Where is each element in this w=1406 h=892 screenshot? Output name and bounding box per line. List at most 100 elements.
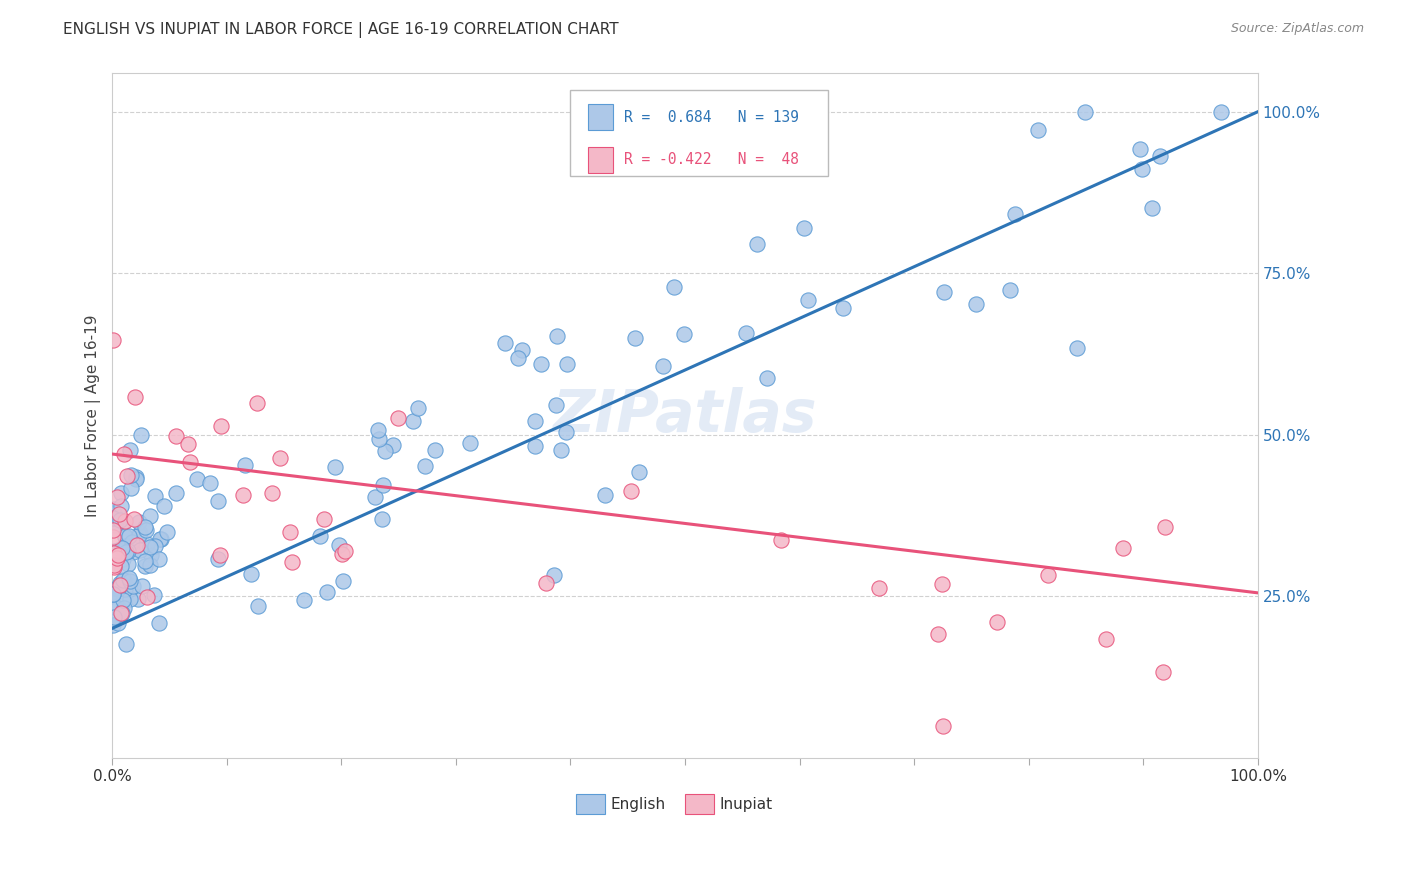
- Point: [314, 512, 336, 526]
- Point: [1154, 520, 1177, 534]
- Point: [107, 601, 129, 615]
- Point: [593, 488, 616, 502]
- Point: [138, 558, 160, 573]
- Point: [624, 331, 647, 345]
- Point: [101, 511, 124, 525]
- Point: [118, 571, 141, 585]
- Text: R =  0.684   N = 139: R = 0.684 N = 139: [624, 110, 799, 125]
- Point: [673, 326, 696, 341]
- Point: [105, 490, 128, 504]
- Point: [333, 544, 356, 558]
- Point: [1130, 162, 1153, 177]
- Point: [118, 443, 141, 458]
- Point: [927, 627, 949, 641]
- Point: [402, 414, 425, 428]
- Point: [103, 530, 125, 544]
- Text: ENGLISH VS INUPIAT IN LABOR FORCE | AGE 16-19 CORRELATION CHART: ENGLISH VS INUPIAT IN LABOR FORCE | AGE …: [63, 22, 619, 38]
- Point: [769, 533, 792, 547]
- Point: [134, 520, 156, 534]
- Point: [103, 544, 125, 558]
- Point: [368, 432, 391, 446]
- FancyBboxPatch shape: [576, 794, 605, 814]
- Point: [128, 542, 150, 557]
- Point: [931, 576, 953, 591]
- Point: [793, 220, 815, 235]
- Y-axis label: In Labor Force | Age 16-19: In Labor Force | Age 16-19: [86, 314, 101, 516]
- Point: [207, 552, 229, 566]
- Point: [117, 544, 139, 558]
- FancyBboxPatch shape: [685, 794, 714, 814]
- Point: [179, 455, 201, 469]
- Point: [103, 558, 125, 572]
- Point: [662, 280, 685, 294]
- Text: R = -0.422   N =  48: R = -0.422 N = 48: [624, 153, 799, 168]
- Point: [494, 336, 516, 351]
- Point: [103, 506, 125, 520]
- Point: [374, 444, 396, 458]
- Point: [371, 478, 394, 492]
- Point: [104, 518, 127, 533]
- Text: ZIPatlas: ZIPatlas: [553, 387, 817, 443]
- Point: [965, 297, 987, 311]
- Point: [124, 390, 146, 404]
- Point: [112, 515, 135, 529]
- Point: [103, 559, 125, 574]
- Point: [546, 328, 568, 343]
- Point: [121, 534, 143, 549]
- Point: [107, 548, 129, 562]
- Point: [756, 371, 779, 385]
- Point: [555, 358, 578, 372]
- Point: [932, 285, 955, 299]
- Point: [101, 502, 124, 516]
- Point: [152, 500, 174, 514]
- Point: [330, 547, 353, 561]
- Point: [139, 540, 162, 554]
- Point: [110, 607, 132, 621]
- Point: [120, 582, 142, 596]
- Point: [115, 469, 138, 483]
- Point: [364, 490, 387, 504]
- Point: [1211, 104, 1233, 119]
- Point: [122, 511, 145, 525]
- Point: [129, 427, 152, 442]
- Point: [406, 401, 429, 416]
- Point: [423, 443, 446, 458]
- Text: English: English: [610, 797, 665, 812]
- Point: [1066, 341, 1088, 355]
- Point: [1129, 142, 1152, 156]
- Point: [281, 555, 304, 569]
- Point: [260, 486, 283, 500]
- FancyBboxPatch shape: [571, 90, 828, 176]
- Point: [797, 293, 820, 308]
- Point: [111, 607, 134, 621]
- Point: [101, 334, 124, 348]
- Point: [143, 489, 166, 503]
- Point: [536, 576, 558, 591]
- Point: [524, 414, 547, 428]
- Point: [101, 587, 124, 601]
- Point: [107, 580, 129, 594]
- Point: [110, 559, 132, 574]
- Point: [177, 436, 200, 450]
- Text: Inupiat: Inupiat: [720, 797, 772, 812]
- Point: [115, 637, 138, 651]
- Point: [107, 582, 129, 597]
- Point: [150, 532, 173, 546]
- Point: [367, 423, 389, 437]
- Point: [139, 548, 162, 562]
- Point: [107, 542, 129, 557]
- Point: [112, 601, 135, 615]
- Point: [110, 499, 132, 513]
- Point: [1073, 104, 1095, 119]
- Point: [127, 538, 149, 552]
- Point: [309, 529, 332, 543]
- Point: [998, 283, 1021, 297]
- Point: [832, 301, 855, 315]
- Point: [544, 398, 567, 412]
- Point: [165, 429, 187, 443]
- Point: [328, 538, 350, 552]
- Point: [114, 540, 136, 554]
- Point: [131, 579, 153, 593]
- Point: [323, 459, 346, 474]
- Point: [148, 552, 170, 566]
